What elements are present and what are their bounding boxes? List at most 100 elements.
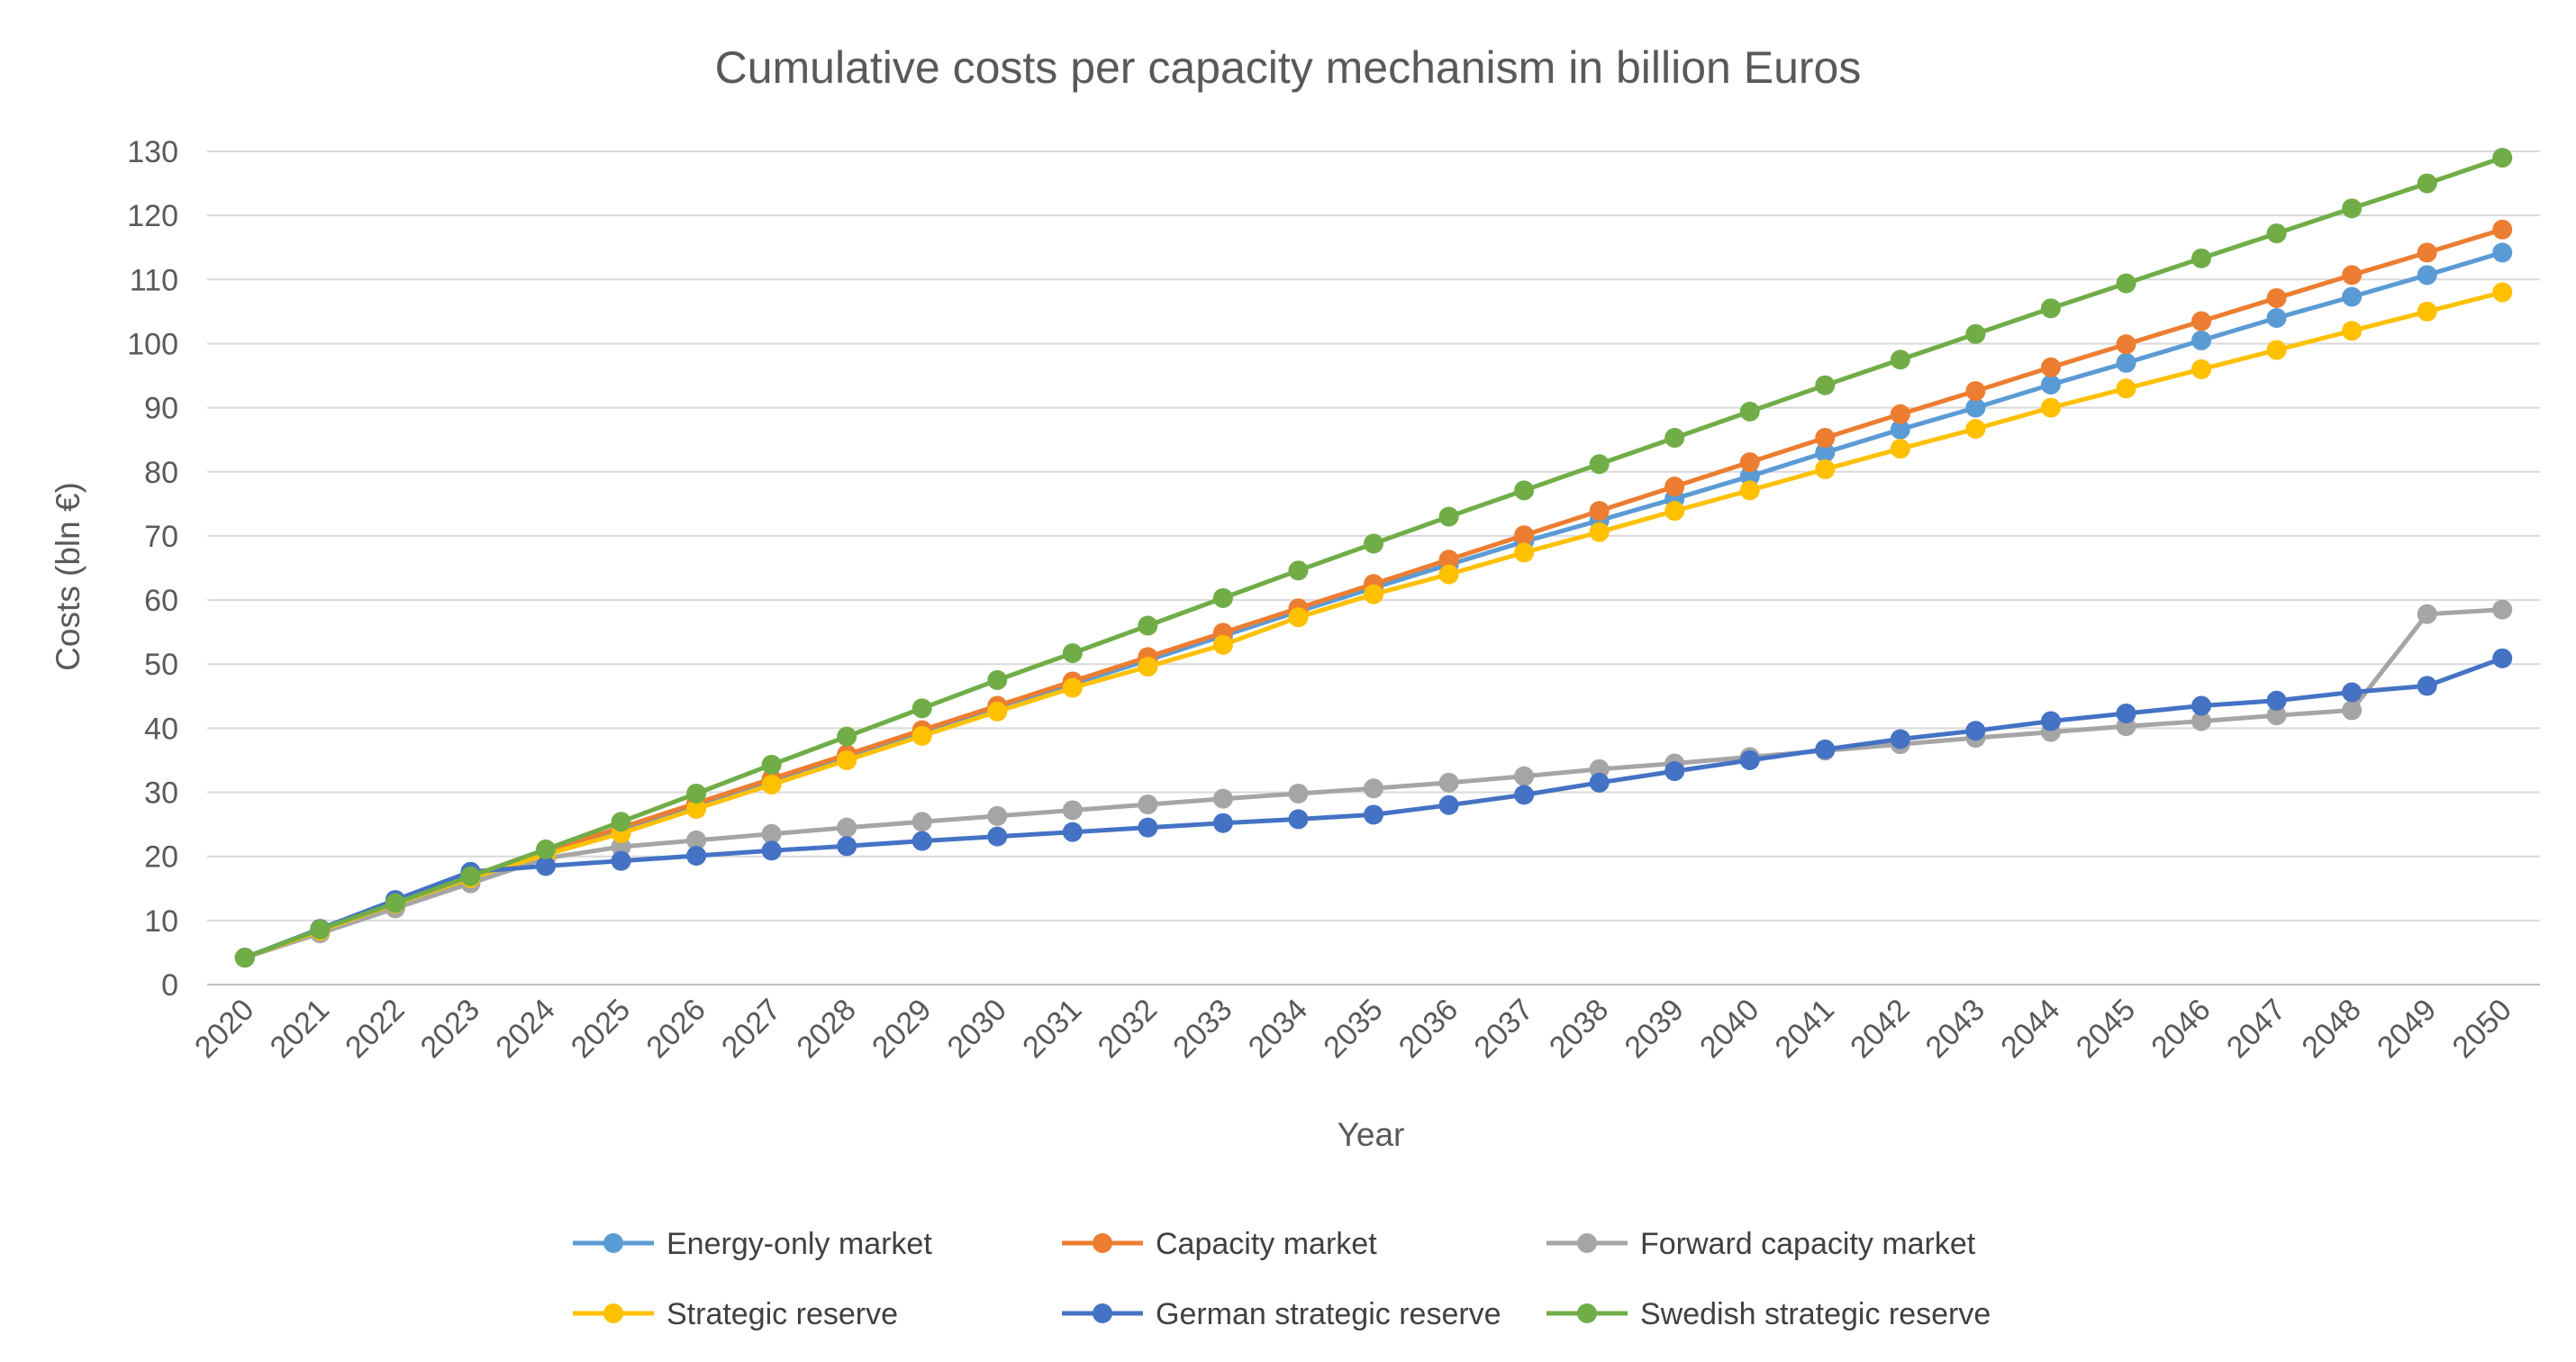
data-point (2342, 321, 2363, 341)
data-point (2040, 711, 2061, 731)
data-point (1965, 323, 1986, 344)
data-point (2116, 704, 2136, 724)
legend-label: German strategic reserve (1156, 1297, 1501, 1331)
y-tick-label: 30 (144, 776, 178, 811)
data-point (1890, 350, 1910, 370)
data-point (1965, 419, 1986, 440)
x-tick-label: 2047 (2220, 993, 2292, 1065)
data-point (2266, 690, 2287, 711)
y-tick-label: 120 (127, 199, 178, 233)
x-tick-label: 2021 (264, 993, 336, 1065)
data-point (1514, 785, 1535, 805)
data-point (1815, 459, 1836, 479)
data-point (1062, 822, 1083, 842)
data-point (1062, 677, 1083, 698)
legend-label: Swedish strategic reserve (1640, 1297, 1991, 1331)
data-point (686, 783, 707, 804)
data-point (912, 831, 932, 851)
data-point (1664, 428, 1685, 449)
data-point (2417, 173, 2437, 194)
data-point (2266, 308, 2287, 328)
data-point (1138, 817, 1158, 838)
data-point (2116, 352, 2136, 373)
data-point (1739, 749, 1760, 770)
data-point (1288, 607, 1309, 628)
data-point (1815, 739, 1836, 759)
data-point (1288, 560, 1309, 581)
data-point (2417, 676, 2437, 696)
y-tick-label: 50 (144, 648, 178, 682)
legend-label: Strategic reserve (667, 1297, 898, 1331)
data-point (2342, 700, 2363, 721)
data-point (1815, 442, 1836, 463)
data-point (1212, 587, 1233, 608)
y-tick-label: 20 (144, 840, 178, 875)
data-point (1890, 404, 1910, 424)
data-point (1514, 525, 1535, 546)
y-tick-label: 70 (144, 520, 178, 554)
legend-item: German strategic reserve (1062, 1297, 1501, 1331)
y-tick-label: 100 (127, 327, 178, 361)
data-point (987, 826, 1008, 847)
data-point (1138, 794, 1158, 815)
data-point (761, 840, 782, 861)
data-point (1664, 501, 1685, 522)
data-point (1514, 542, 1535, 563)
x-tick-label: 2041 (1769, 993, 1841, 1065)
data-point (1890, 439, 1910, 459)
data-point (2191, 248, 2212, 268)
y-tick-label: 40 (144, 712, 178, 746)
y-axis-label: Costs (bln €) (50, 482, 86, 671)
data-point (1890, 729, 1910, 749)
data-point (1965, 721, 1986, 741)
data-point (1364, 778, 1383, 799)
data-point (2492, 242, 2513, 263)
x-tick-label: 2037 (1467, 993, 1539, 1065)
x-tick-label: 2020 (188, 993, 260, 1065)
data-point (1062, 643, 1083, 664)
y-axis-ticks: 0 10 20 30 40 50 60 70 80 90 100 110 120 130 (127, 135, 178, 1003)
legend-item: Swedish strategic reserve (1547, 1297, 1991, 1331)
data-point (761, 823, 782, 844)
data-point (1364, 533, 1383, 554)
data-point (2191, 359, 2212, 379)
data-point (761, 775, 782, 794)
data-point (2492, 599, 2513, 620)
x-tick-label: 2038 (1543, 993, 1615, 1065)
legend-swatch-marker (1577, 1233, 1597, 1253)
data-point (234, 948, 255, 968)
data-point (1589, 501, 1610, 522)
data-point (2116, 273, 2136, 294)
legend-swatch-marker (1093, 1303, 1112, 1323)
chart-title: Cumulative costs per capacity mechanism … (715, 42, 1862, 93)
x-tick-label: 2029 (866, 993, 938, 1065)
data-point (837, 817, 857, 838)
data-point (2116, 334, 2136, 355)
data-point (2266, 287, 2287, 308)
x-tick-label: 2032 (1092, 993, 1164, 1065)
data-point (1589, 772, 1610, 793)
y-tick-label: 90 (144, 392, 178, 426)
data-point (1138, 615, 1158, 636)
data-point (837, 726, 857, 747)
legend-item: Capacity market (1062, 1227, 1377, 1261)
x-tick-label: 2025 (565, 993, 637, 1065)
data-point (1589, 454, 1610, 475)
data-point (2266, 223, 2287, 244)
data-point (1438, 772, 1459, 793)
data-point (1739, 466, 1760, 486)
data-point (2266, 340, 2287, 360)
data-point (2040, 298, 2061, 319)
y-tick-label: 10 (144, 904, 178, 939)
series-line (243, 290, 2503, 960)
data-point (1815, 375, 1836, 395)
series-line (243, 155, 2504, 960)
legend-label: Forward capacity market (1640, 1227, 1976, 1261)
series-forward-capacity-market (234, 599, 2513, 968)
series-lines (234, 148, 2513, 968)
x-tick-label: 2027 (715, 993, 787, 1065)
data-point (1062, 800, 1083, 821)
data-point (1739, 452, 1760, 473)
data-point (460, 866, 481, 886)
